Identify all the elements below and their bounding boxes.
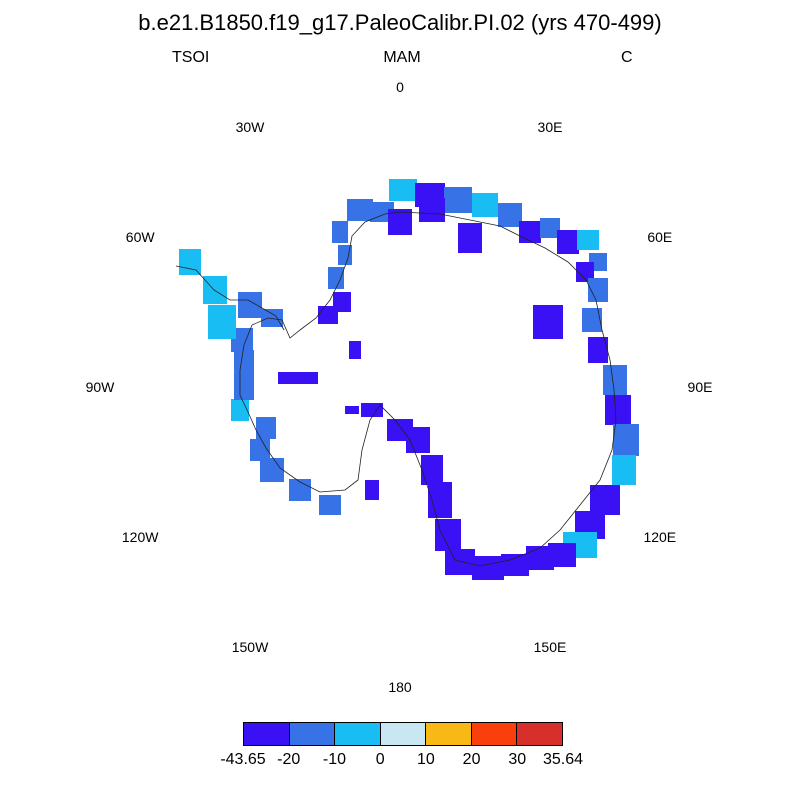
temperature-cells: [179, 179, 639, 580]
colorbar-box: [380, 723, 427, 745]
colorbar-box: [335, 723, 381, 745]
colorbar-tick-label: -43.65: [220, 751, 266, 768]
coastline: [175, 211, 617, 567]
map-cell: [238, 292, 262, 318]
map-cell: [256, 417, 276, 439]
map-cell: [203, 276, 227, 304]
map-cell: [387, 419, 413, 441]
longitude-label: 150E: [533, 638, 567, 655]
plot-title: b.e21.B1850.f19_g17.PaleoCalibr.PI.02 (y…: [138, 10, 662, 35]
map-cell: [533, 305, 563, 339]
map-cell: [347, 199, 373, 221]
map-cell: [526, 546, 554, 570]
colorbar-box: [517, 723, 563, 745]
colorbar-tick-label: 10: [416, 751, 435, 768]
map-cell: [557, 230, 579, 254]
map-cell: [472, 193, 498, 217]
map-cell: [208, 305, 236, 339]
map-cell: [332, 221, 348, 243]
map-cell: [250, 439, 270, 461]
map-cell: [540, 218, 560, 238]
longitude-label: 180: [388, 679, 412, 695]
longitude-label: 60E: [647, 229, 673, 245]
colorbar-box: [426, 723, 472, 745]
colorbar-tick-label: -20: [277, 751, 301, 768]
map-cell: [576, 262, 594, 282]
map-cell: [472, 556, 504, 580]
map-cell: [445, 549, 475, 575]
map-cell: [612, 455, 636, 485]
colorbar-tick-label: 0: [375, 751, 385, 768]
map-cell: [501, 554, 529, 576]
map-cell: [603, 365, 627, 395]
map-cell: [234, 350, 254, 400]
map-cell: [333, 292, 351, 312]
map-cell: [519, 221, 541, 243]
map-cell: [498, 203, 522, 227]
coastline-path: [239, 211, 617, 567]
map-cell: [444, 187, 472, 213]
map-cell: [458, 223, 482, 253]
coastline-path: [175, 265, 285, 331]
longitude-label: 90E: [687, 379, 713, 395]
colorbar-box: [471, 723, 518, 745]
map-cell: [590, 485, 620, 515]
colorbar-box: [289, 723, 336, 745]
map-cell: [328, 267, 344, 289]
longitude-label: 120W: [121, 529, 159, 545]
map-cell: [361, 403, 383, 417]
longitude-label: 120E: [643, 529, 677, 545]
map-cell: [613, 424, 639, 456]
map-cell: [419, 198, 445, 222]
colorbar-box: [244, 723, 290, 745]
map-cell: [389, 179, 417, 201]
map-cell: [261, 309, 283, 327]
map-cell: [582, 308, 602, 332]
units-label: C: [621, 49, 633, 66]
longitude-label: 60W: [125, 229, 155, 245]
map-cell: [260, 458, 284, 482]
map-cell: [179, 249, 201, 275]
colorbar-tick-label: -10: [322, 751, 346, 768]
map-cell: [345, 406, 359, 414]
variable-label: TSOI: [172, 49, 210, 66]
map-cell: [588, 278, 608, 302]
map-cell: [231, 399, 249, 421]
longitude-label: 30E: [537, 119, 563, 136]
colorbar-tick-label: 35.64: [542, 751, 584, 768]
colorbar-tick-label: 30: [508, 751, 527, 768]
map-cell: [365, 480, 379, 500]
colorbar-tick-label: 20: [462, 751, 481, 768]
map-cell: [338, 245, 352, 265]
map-cell: [278, 372, 318, 384]
colorbar: [243, 722, 563, 746]
map-cell: [588, 337, 608, 363]
map-cell: [577, 230, 599, 250]
map-cell: [421, 455, 443, 485]
map-cell: [231, 328, 253, 352]
longitude-label: 150W: [231, 638, 269, 655]
longitude-label: 0: [396, 79, 404, 95]
season-label: MAM: [383, 49, 421, 66]
longitude-label: 30W: [235, 119, 265, 136]
longitude-label: 90W: [85, 379, 115, 395]
map-cell: [349, 341, 361, 359]
map-cell: [605, 395, 631, 425]
map-cell: [319, 495, 341, 515]
